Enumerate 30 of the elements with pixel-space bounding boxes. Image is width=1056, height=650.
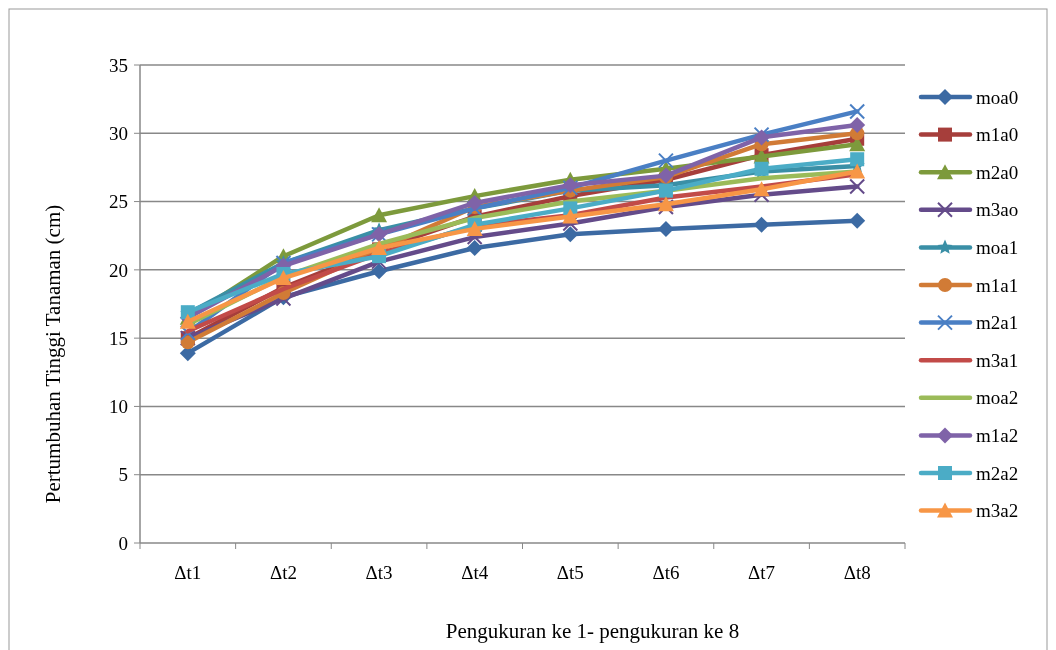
legend-label: m1a1	[976, 274, 1019, 296]
y-tick-label: 15	[109, 327, 128, 349]
legend-label: m3ao	[976, 199, 1019, 221]
y-tick-label: 10	[109, 396, 128, 418]
x-tick-label: Δt3	[365, 562, 393, 583]
y-tick-label: 35	[109, 54, 128, 76]
x-axis-title: Pengukuran ke 1- pengukuran ke 8	[445, 619, 740, 643]
legend-label: moa0	[976, 86, 1019, 108]
x-tick-label: Δt2	[269, 562, 297, 583]
legend-label: m2a0	[976, 161, 1019, 183]
y-tick-label: 20	[109, 259, 128, 281]
x-tick-label: Δt7	[748, 562, 776, 583]
legend-label: m3a2	[976, 500, 1019, 522]
x-tick-label: Δt4	[461, 562, 489, 583]
y-tick-label: 0	[118, 532, 128, 554]
y-tick-label: 5	[118, 464, 128, 486]
legend-label: m2a2	[976, 462, 1019, 484]
legend-label: m2a1	[976, 312, 1019, 334]
legend-label: moa1	[976, 237, 1019, 259]
legend-label: moa2	[976, 387, 1019, 409]
x-tick-label: Δt5	[556, 562, 584, 583]
x-tick-label: Δt6	[652, 562, 680, 583]
legend-label: m1a2	[976, 425, 1019, 447]
y-tick-label: 25	[109, 191, 128, 213]
legend-label: m3a1	[976, 349, 1019, 371]
x-tick-label: Δt1	[174, 562, 202, 583]
y-axis-title: Pertumbuhan Tinggi Tanaman (cm)	[41, 204, 65, 504]
x-tick-label: Δt8	[843, 562, 871, 583]
legend-label: m1a0	[976, 124, 1019, 146]
y-tick-label: 30	[109, 122, 128, 144]
